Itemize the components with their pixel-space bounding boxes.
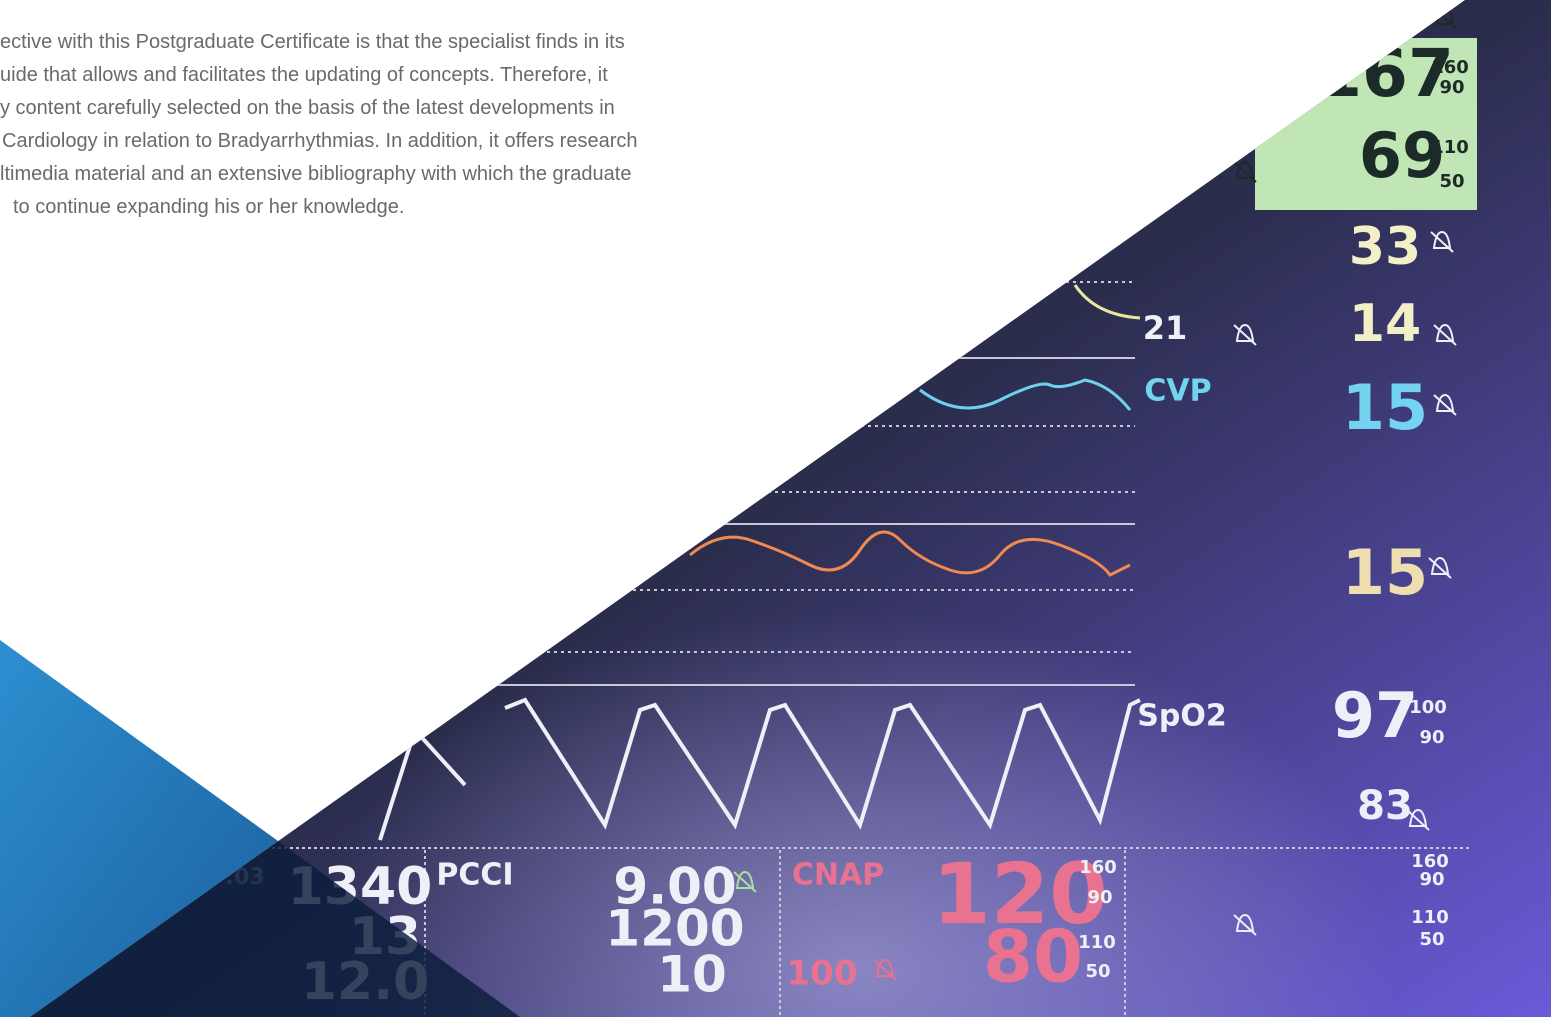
monitor-reading: 160 [1079, 857, 1117, 878]
monitor-reading: 10 [657, 946, 727, 1004]
alarm-bell-icon [1428, 556, 1452, 579]
text-line: ltimedia material and an extensive bibli… [0, 163, 632, 185]
text-line: ective with this Postgraduate Certificat… [0, 31, 625, 53]
monitor-reading: 110 [1411, 907, 1449, 928]
monitor-reading: 110 [1431, 137, 1469, 158]
monitor-reading: 50 [1085, 961, 1110, 982]
monitor-reading: 100 [787, 954, 858, 994]
alarm-bell-icon [873, 958, 897, 981]
monitor-reading: 21 [1143, 309, 1188, 347]
navy-triangle [30, 841, 520, 1017]
monitor-reading: 160 [1431, 57, 1469, 78]
monitor-reading: 15 [1342, 371, 1428, 444]
monitor-reading: 90 [1419, 869, 1444, 890]
blue-triangle [0, 640, 278, 1017]
monitor-reading: 83 [1357, 783, 1413, 829]
alarm-bell-icon [733, 870, 757, 893]
text-line: to continue expanding his or her knowled… [13, 196, 405, 218]
monitor-reading: 160 [1411, 851, 1449, 872]
description: ective with this Postgraduate Certificat… [0, 26, 820, 224]
alarm-bell-icon [1430, 230, 1454, 253]
resp-wave [1073, 284, 1141, 320]
monitor-reading: 50 [1419, 929, 1444, 950]
monitor-reading: 97 [1332, 679, 1418, 752]
alarm-bell-icon [1233, 323, 1257, 346]
pressure-wave [689, 530, 1131, 577]
monitor-reading: 120 [932, 845, 1107, 943]
monitor-reading: 9.00 [613, 858, 736, 916]
alarm-bell-icon [1233, 160, 1257, 183]
text-line: Cardiology in relation to Bradyarrhythmi… [2, 130, 638, 152]
alarm-bell-icon [1233, 913, 1257, 936]
alarm-bell-icon [1433, 323, 1457, 346]
monitor-reading: CVP [1144, 374, 1211, 409]
monitor-reading: 90 [1439, 77, 1464, 98]
monitor-reading: 80 [983, 915, 1083, 999]
cvp-wave [919, 378, 1132, 411]
monitor-reading: 69 [1359, 119, 1445, 192]
monitor-reading: SpO2 [1137, 699, 1226, 734]
monitor-reading: 14 [1349, 294, 1421, 354]
monitor-reading: 110 [1078, 932, 1116, 953]
alarm-bell-icon [1406, 808, 1430, 831]
text-line: y content carefully selected on the basi… [0, 97, 615, 119]
monitor-reading: 90 [1419, 727, 1444, 748]
text-line: uide that allows and facilitates the upd… [0, 64, 608, 86]
monitor-reading: CNAP [792, 858, 884, 893]
monitor-reading: 15 [1342, 536, 1428, 609]
monitor-reading: 100 [1409, 697, 1447, 718]
monitor-reading: 33 [1349, 217, 1421, 277]
monitor-reading: 1200 [605, 900, 744, 958]
monitor-reading: PCCI [436, 858, 513, 893]
alarm-bell-icon [1433, 393, 1457, 416]
monitor-reading: 50 [1439, 171, 1464, 192]
monitor-reading: 90 [1087, 887, 1112, 908]
